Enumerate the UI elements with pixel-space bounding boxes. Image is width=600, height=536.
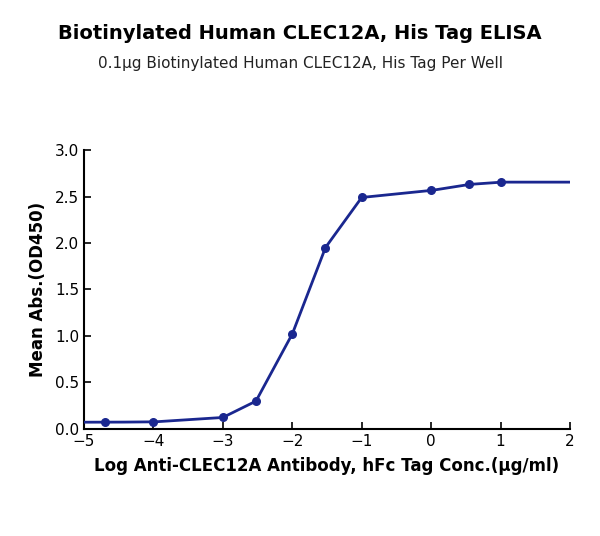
Point xyxy=(149,418,158,426)
Text: Biotinylated Human CLEC12A, His Tag ELISA: Biotinylated Human CLEC12A, His Tag ELIS… xyxy=(58,24,542,43)
Text: 0.1μg Biotinylated Human CLEC12A, His Tag Per Well: 0.1μg Biotinylated Human CLEC12A, His Ta… xyxy=(97,56,503,71)
Point xyxy=(427,186,436,195)
Point xyxy=(218,413,227,422)
Point xyxy=(287,330,297,338)
Point xyxy=(464,180,474,189)
Point xyxy=(496,178,505,187)
Point xyxy=(357,193,367,202)
X-axis label: Log Anti-CLEC12A Antibody, hFc Tag Conc.(μg/ml): Log Anti-CLEC12A Antibody, hFc Tag Conc.… xyxy=(94,457,560,475)
Point xyxy=(320,243,330,252)
Point xyxy=(100,418,110,427)
Point xyxy=(251,397,261,405)
Y-axis label: Mean Abs.(OD450): Mean Abs.(OD450) xyxy=(29,202,47,377)
